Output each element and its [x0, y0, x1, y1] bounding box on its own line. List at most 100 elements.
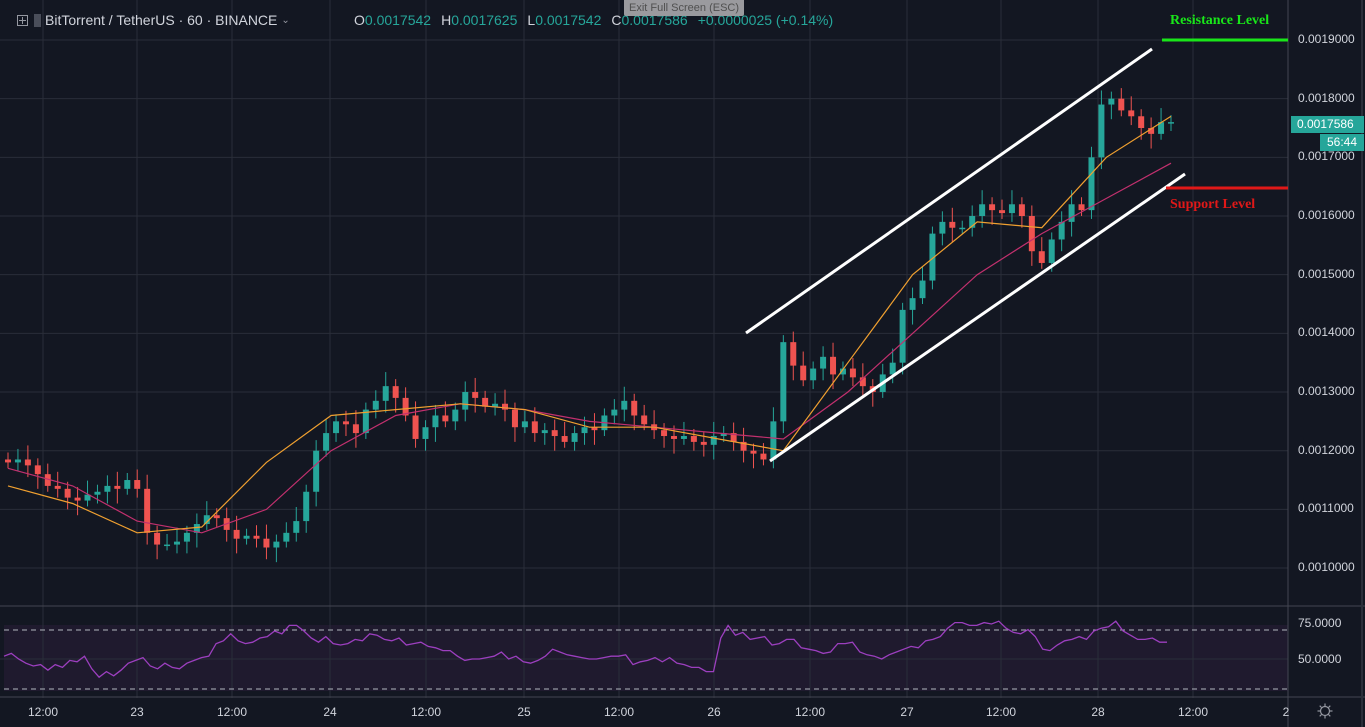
candle-body	[54, 485, 61, 489]
candle-body	[969, 216, 976, 228]
candle-body	[690, 436, 697, 442]
candle-body	[154, 532, 161, 545]
candle-body	[74, 497, 81, 501]
time-label: 12:00	[794, 705, 826, 719]
candle-body	[183, 532, 190, 542]
candle-body	[929, 233, 936, 281]
candle-body	[661, 430, 668, 437]
candle-body	[800, 365, 807, 381]
candle-body	[979, 204, 986, 217]
candle-body	[14, 459, 21, 463]
candle-body	[710, 436, 717, 445]
candle-body	[680, 436, 687, 439]
candle-body	[412, 415, 419, 439]
candle-body	[830, 356, 837, 375]
candle-body	[1148, 128, 1155, 134]
candle-body	[959, 227, 966, 230]
candle-body	[203, 515, 210, 525]
price-label: 0.0014000	[1298, 325, 1355, 340]
candle-body	[909, 298, 916, 310]
candle-body	[899, 309, 906, 363]
current-price-tag: 0.0017586	[1291, 116, 1364, 133]
exit-fullscreen-tooltip: Exit Full Screen (ESC)	[624, 0, 745, 16]
time-label: 25	[517, 705, 531, 719]
candle-body	[333, 421, 340, 434]
candle-body	[243, 535, 250, 539]
rsi-line	[3, 620, 1167, 679]
candle-body	[790, 342, 797, 366]
candle-body	[253, 535, 260, 539]
candle-body	[462, 392, 469, 410]
candle-body	[362, 409, 369, 434]
candle-body	[511, 409, 518, 428]
candle-body	[1058, 221, 1065, 240]
low-key: L	[527, 12, 536, 28]
candle-body	[730, 433, 737, 442]
price-label: 0.0013000	[1298, 384, 1355, 399]
price-label: 0.0017000	[1298, 149, 1355, 164]
candle-body	[144, 488, 151, 533]
change-value: +0.0000025 (+0.14%)	[697, 12, 834, 28]
price-label: 0.0010000	[1298, 560, 1355, 575]
time-label: 26	[707, 705, 721, 719]
candle-body	[382, 386, 389, 401]
candle-body	[1168, 122, 1174, 124]
candle-body	[352, 424, 359, 434]
candle-body	[1018, 204, 1025, 217]
candle-body	[1098, 104, 1105, 158]
channel-upper-line	[745, 47, 1153, 335]
candle-body	[670, 436, 677, 439]
candle-body	[233, 529, 240, 539]
rsi-label-75: 75.0000	[1298, 616, 1342, 630]
candle-body	[1068, 204, 1075, 222]
candle-body	[720, 433, 727, 437]
high-value: 0.0017625	[451, 12, 518, 28]
settings-gear-icon[interactable]	[1317, 703, 1333, 719]
candle-body	[949, 221, 956, 228]
rsi-band-fill	[4, 625, 1288, 691]
candle-body	[1008, 204, 1015, 214]
candle-body	[859, 377, 866, 387]
candle-body	[780, 342, 787, 422]
ma-fast-line	[7, 115, 1172, 534]
time-label: 27	[900, 705, 914, 719]
candle-body	[104, 485, 111, 492]
channel-lower-line	[769, 172, 1186, 463]
candle-body	[402, 397, 409, 416]
low-value: 0.0017542	[535, 12, 602, 28]
candle-body	[482, 397, 489, 407]
price-label: 0.0012000	[1298, 442, 1355, 457]
resistance-label: Resistance Level	[1170, 13, 1270, 28]
time-label: 12:00	[985, 705, 1017, 719]
candle-body	[134, 480, 141, 489]
candle-body	[1078, 204, 1085, 211]
candle-body	[5, 459, 11, 463]
candle-body	[839, 368, 846, 375]
symbol-header[interactable]: BitTorrent / TetherUS · 60 · BINANCE ⌄	[0, 10, 290, 30]
bar-countdown: 56:44	[1320, 134, 1364, 151]
candle-body	[293, 521, 300, 533]
candle-body	[283, 532, 290, 542]
symbol-title[interactable]: BitTorrent / TetherUS · 60 · BINANCE	[45, 12, 278, 28]
candle-body	[700, 441, 707, 445]
candle-body	[1138, 116, 1145, 129]
candle-body	[1048, 239, 1055, 263]
time-label: 12:00	[410, 705, 442, 719]
chevron-down-icon[interactable]: ⌄	[281, 14, 290, 26]
price-label: 0.0018000	[1298, 90, 1355, 105]
candle-body	[1038, 251, 1045, 263]
candle-body	[641, 415, 648, 425]
open-value: 0.0017542	[364, 12, 432, 28]
candle-body	[810, 368, 817, 381]
price-label: 0.0019000	[1298, 32, 1355, 46]
price-label: 0.0015000	[1298, 266, 1355, 281]
candle-body	[273, 541, 280, 548]
candle-body	[621, 400, 628, 410]
ma-slow-line	[7, 162, 1172, 534]
candle-body	[770, 421, 777, 460]
candle-body	[342, 421, 349, 425]
candle-body	[372, 400, 379, 410]
candle-body	[541, 430, 548, 434]
add-symbol-icon[interactable]	[17, 14, 28, 26]
